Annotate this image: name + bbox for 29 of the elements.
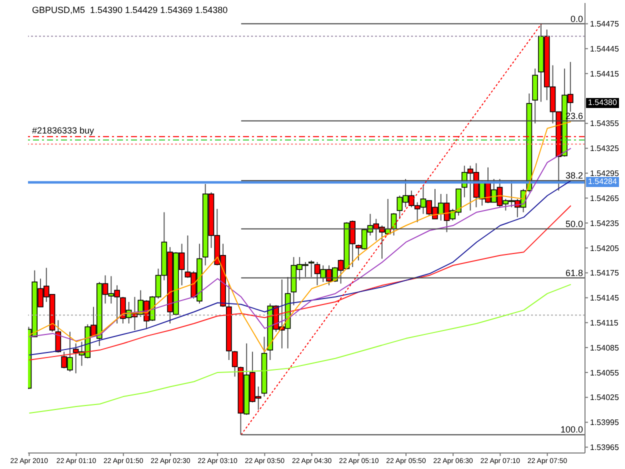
y-tick-label: 1.54325 <box>590 144 620 154</box>
y-tick-label: 1.54235 <box>590 218 620 228</box>
y-tick-label: 1.54175 <box>590 268 620 278</box>
y-tick-label: 1.54205 <box>590 244 620 253</box>
y-tick-label: 1.53995 <box>590 418 620 428</box>
annotation: 1.54284 <box>586 177 619 188</box>
y-tick-label: 1.54145 <box>590 294 620 303</box>
annotation: 38.2 <box>565 170 583 181</box>
y-tick-label: 1.54355 <box>590 119 620 128</box>
candlestick <box>232 350 238 378</box>
line-series <box>28 284 572 414</box>
y-tick-label: 1.53965 <box>590 443 620 452</box>
y-tick-label: 1.54025 <box>590 393 620 402</box>
ref-line-label: #21836333 buy <box>32 126 95 136</box>
y-tick-label: 1.54295 <box>590 169 620 178</box>
y-tick-label: 1.54055 <box>590 368 620 378</box>
y-tick-label: 1.54475 <box>590 20 620 29</box>
y-tick-label: 1.54115 <box>590 318 619 328</box>
annotation: 1.54380 <box>586 98 619 108</box>
annotation: 50.0 <box>565 218 583 229</box>
y-tick-label: 1.54415 <box>590 69 620 78</box>
annotation: 100.0 <box>560 424 583 435</box>
y-tick-label: 1.54085 <box>590 343 620 352</box>
candlestick <box>308 260 314 278</box>
annotation: 0.0 <box>570 14 583 24</box>
annotation: 61.8 <box>565 268 583 278</box>
chart-title: GBPUSD,M5 1.54390 1.54429 1.54369 1.54380 <box>32 5 228 15</box>
y-tick-label: 1.54445 <box>590 44 620 54</box>
y-tick-label: 1.54265 <box>590 194 620 203</box>
